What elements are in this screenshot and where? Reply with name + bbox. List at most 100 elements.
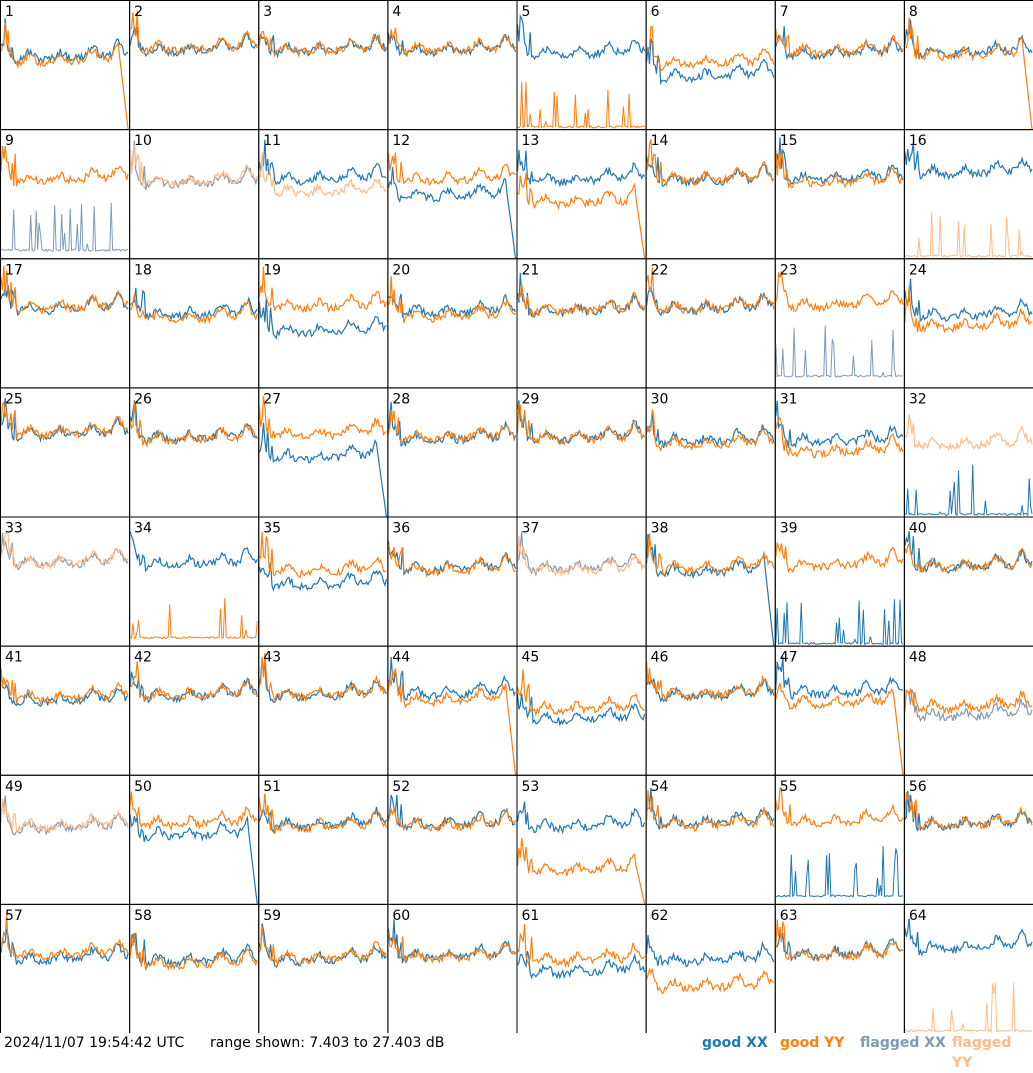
series-xx-12	[387, 167, 517, 259]
series-yy-4	[387, 27, 517, 57]
panel-19: 19	[258, 258, 389, 389]
panel-24: 24	[903, 258, 1033, 389]
panel-label: 52	[392, 779, 410, 795]
series-yy-15	[775, 148, 904, 190]
panel-label: 13	[522, 133, 540, 149]
range-text: range shown: 7.403 to 27.403 dB	[210, 1035, 445, 1051]
panel-label: 27	[263, 391, 281, 407]
panel-32: 32	[903, 387, 1033, 518]
panel-label: 46	[651, 650, 669, 666]
series-yy-24	[904, 286, 1033, 334]
series-xx-20	[387, 293, 517, 319]
panel-label: 39	[780, 521, 798, 537]
panel-label: 55	[780, 779, 798, 795]
series-yy-19	[258, 266, 387, 314]
series-xx-18	[129, 287, 258, 321]
panel-42: 42	[129, 645, 260, 776]
panel-label: 2	[134, 4, 143, 20]
panel-label: 6	[651, 4, 660, 20]
footer-bar: 2024/11/07 19:54:42 UTC range shown: 7.4…	[0, 1033, 1033, 1071]
series-xx-53	[516, 801, 646, 835]
panel-border	[516, 0, 647, 131]
panel-40: 40	[903, 516, 1033, 647]
panel-64: 64	[903, 903, 1033, 1033]
panel-label: 56	[909, 779, 927, 795]
series-xx-16	[904, 142, 1033, 181]
panel-label: 14	[651, 133, 669, 149]
series-xx-62	[646, 935, 775, 968]
panel-label: 17	[5, 262, 23, 278]
panel-label: 16	[909, 133, 927, 149]
panel-38: 38	[645, 516, 776, 647]
panel-label: 32	[909, 391, 927, 407]
series-yy-53	[516, 838, 646, 905]
series-yy-50	[129, 791, 258, 832]
panel-51: 51	[258, 774, 389, 905]
series-yy-12	[387, 152, 516, 187]
panel-57: 57	[0, 903, 131, 1033]
series-xx-48	[904, 689, 1033, 723]
series-xx-6	[646, 38, 775, 86]
series-yy-52	[387, 807, 517, 833]
series-yy-64	[904, 982, 1033, 1033]
series-yy-33	[0, 531, 129, 571]
panel-30: 30	[645, 387, 776, 518]
series-xx-47	[775, 656, 904, 700]
series-yy-29	[516, 402, 646, 446]
panel-label: 35	[263, 521, 281, 537]
panel-label: 40	[909, 521, 927, 537]
legend-good-yy: good YY	[780, 1035, 845, 1051]
panel-label: 59	[263, 908, 281, 924]
series-yy-13	[517, 173, 646, 259]
panel-label: 49	[5, 779, 23, 795]
panel-border	[387, 0, 518, 131]
series-xx-7	[775, 26, 904, 61]
panel-12: 12	[387, 129, 518, 260]
panel-1: 1	[0, 0, 131, 131]
panel-label: 47	[780, 650, 798, 666]
panel-4: 4	[387, 0, 518, 131]
panel-11: 11	[258, 129, 389, 260]
panel-52: 52	[387, 774, 518, 905]
panel-10: 10	[129, 129, 260, 260]
panel-label: 41	[5, 650, 23, 666]
panel-label: 60	[392, 908, 410, 924]
series-yy-44	[387, 668, 517, 775]
panel-label: 33	[5, 521, 23, 537]
panel-label: 64	[909, 908, 927, 924]
series-xx-1	[0, 18, 129, 66]
series-yy-18	[129, 294, 258, 325]
series-yy-57	[0, 912, 129, 961]
panel-label: 15	[780, 133, 798, 149]
panel-56: 56	[903, 774, 1033, 905]
series-yy-54	[646, 790, 775, 832]
panel-44: 44	[387, 645, 518, 776]
series-yy-17	[0, 265, 129, 316]
series-yy-9	[0, 146, 129, 187]
series-yy-3	[258, 31, 387, 59]
panel-label: 19	[263, 262, 281, 278]
series-xx-19	[258, 297, 387, 340]
series-yy-56	[904, 792, 1033, 832]
series-xx-24	[904, 278, 1033, 322]
series-yy-45	[516, 669, 645, 717]
legend-flagged-xx: flagged XX	[860, 1035, 946, 1051]
series-yy-27	[258, 395, 387, 441]
panel-49: 49	[0, 774, 131, 905]
series-xx-31	[775, 400, 904, 449]
panel-47: 47	[774, 645, 905, 776]
panel-label: 51	[263, 779, 281, 795]
series-yy-14	[646, 138, 775, 188]
panel-18: 18	[129, 258, 260, 389]
panel-48: 48	[903, 645, 1033, 776]
panel-border	[903, 0, 1033, 131]
series-xx-13	[516, 149, 646, 188]
series-xx-22	[646, 286, 775, 317]
series-yy-31	[775, 416, 904, 459]
series-yy-10	[129, 144, 258, 190]
panel-60: 60	[387, 903, 518, 1033]
series-yy-20	[387, 276, 516, 324]
series-xx-35	[258, 562, 387, 592]
series-yy-37	[516, 536, 646, 577]
